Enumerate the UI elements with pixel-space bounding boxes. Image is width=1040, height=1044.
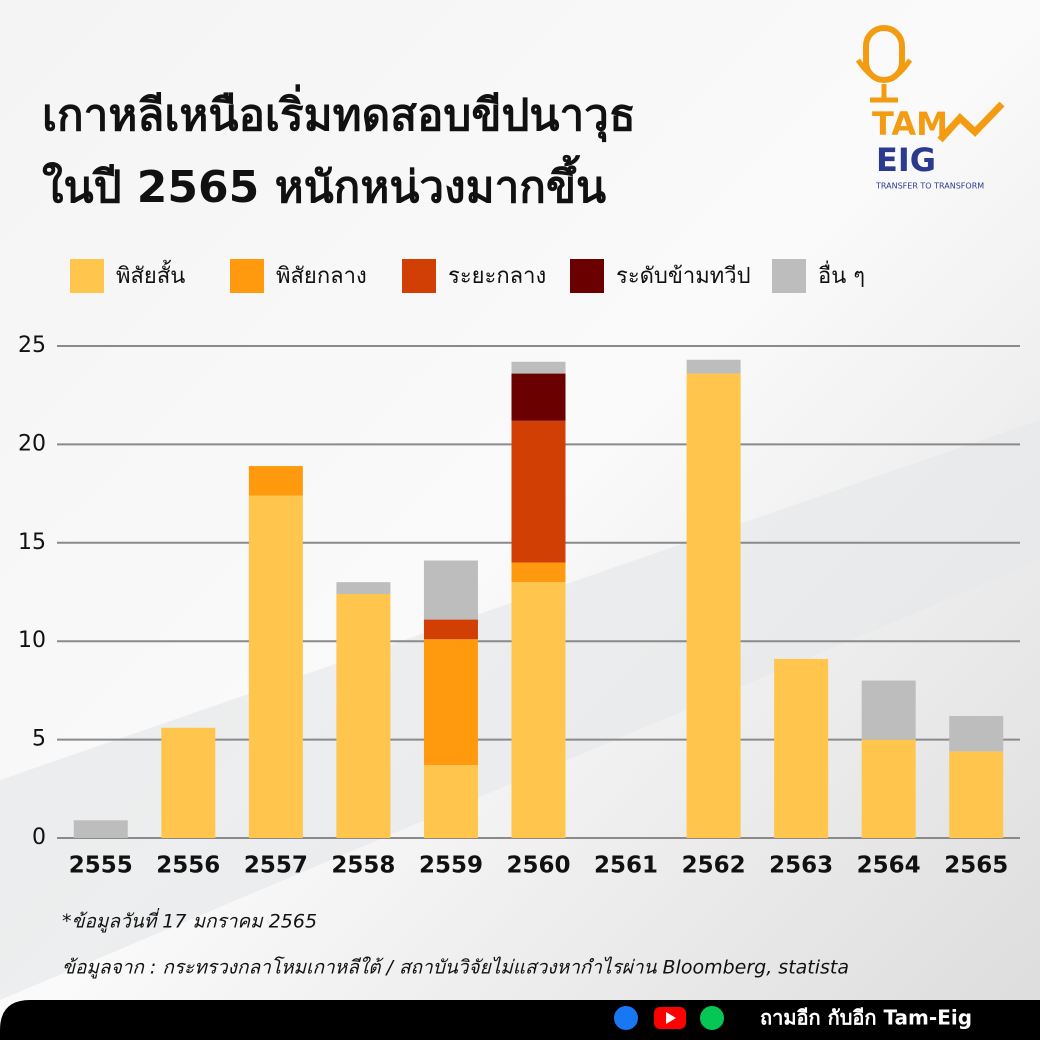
- bar-segment: [861, 739, 916, 838]
- x-tick-label: 2559: [419, 853, 483, 879]
- bar-segment: [861, 680, 916, 740]
- bar-segment: [774, 658, 829, 838]
- facebook-icon[interactable]: [614, 1006, 638, 1030]
- plot: 0 5 10 15 20 25 2555 2556 2557 2558 2559 2560 2561 25…: [18, 333, 1020, 879]
- chart-title: เกาหลีเหนือเริ่มทดสอบขีปนาวุธ: [42, 84, 636, 143]
- chart-title: ในปี 2565 หนักหน่วงมากขึ้น: [42, 154, 606, 213]
- bar-segment: [511, 420, 566, 563]
- source: ข้อมูลจาก : กระทรวงกลาโหมเกาหลีใต้ / สถา…: [62, 956, 849, 979]
- bar-segment: [949, 715, 1004, 752]
- legend-swatch: [402, 259, 436, 293]
- legend-label: พิสัยสั้น: [116, 260, 185, 289]
- x-tick-label: 2562: [682, 853, 746, 879]
- youtube-play: [666, 1012, 676, 1024]
- x-tick-label: 2560: [506, 853, 570, 879]
- legend-swatch: [230, 259, 264, 293]
- y-tick-label: 5: [32, 727, 46, 752]
- bar-segment: [686, 359, 741, 374]
- logo: TAM EIG TRANSFER TO TRANSFORM: [855, 25, 1005, 191]
- legend-label: ระดับข้ามทวีป: [616, 264, 751, 289]
- bar-segment: [949, 751, 1004, 838]
- logo-arrow: [937, 101, 1005, 143]
- legend-swatch: [570, 259, 604, 293]
- bar-segment: [511, 582, 566, 838]
- bar-segment: [511, 562, 566, 583]
- x-tick-label: 2563: [769, 853, 833, 879]
- logo-stand: [855, 58, 913, 103]
- bar-segment: [511, 361, 566, 374]
- legend: พิสัยสั้น พิสัยกลาง ระยะกลาง ระดับข้ามทวีป อ…: [70, 259, 865, 293]
- bar-segment: [423, 765, 478, 838]
- bar-segment: [686, 373, 741, 838]
- legend-label: อื่น ๆ: [818, 260, 865, 289]
- y-tick-label: 25: [18, 333, 46, 358]
- footer-bar: [0, 1000, 1040, 1040]
- x-tick-label: 2555: [69, 853, 133, 879]
- legend-swatch: [70, 259, 104, 293]
- bar-segment: [423, 560, 478, 620]
- x-tick-label: 2564: [857, 853, 921, 879]
- logo-text: TAM: [872, 105, 948, 143]
- legend-label: พิสัยกลาง: [276, 264, 367, 289]
- x-tick-label: 2556: [156, 853, 220, 879]
- logo-text: EIG: [876, 141, 936, 179]
- x-tick-label: 2558: [331, 853, 395, 879]
- bar-segment: [248, 466, 303, 496]
- logo-tagline: TRANSFER TO TRANSFORM: [875, 182, 984, 191]
- legend-label: ระยะกลาง: [448, 264, 546, 289]
- bar-segment: [248, 495, 303, 838]
- note: *ข้อมูลวันที่ 17 มกราคม 2565: [62, 908, 317, 933]
- y-tick-label: 0: [32, 825, 46, 850]
- bar-segment: [423, 639, 478, 766]
- line-icon[interactable]: [700, 1006, 724, 1030]
- bar-segment: [423, 619, 478, 640]
- x-tick-label: 2561: [594, 853, 658, 879]
- bar-segment: [336, 582, 391, 594]
- x-tick-label: 2565: [944, 853, 1008, 879]
- bar-segment: [336, 593, 391, 838]
- bar-segment: [73, 820, 128, 838]
- y-tick-label: 20: [18, 431, 46, 456]
- footer-text: ถามอีก กับอีก Tam-Eig: [760, 1006, 972, 1030]
- bar-segment: [161, 727, 216, 838]
- x-tick-label: 2557: [244, 853, 308, 879]
- legend-swatch: [772, 259, 806, 293]
- bar-segment: [511, 373, 566, 421]
- y-tick-label: 15: [18, 530, 46, 555]
- y-tick-label: 10: [18, 628, 46, 653]
